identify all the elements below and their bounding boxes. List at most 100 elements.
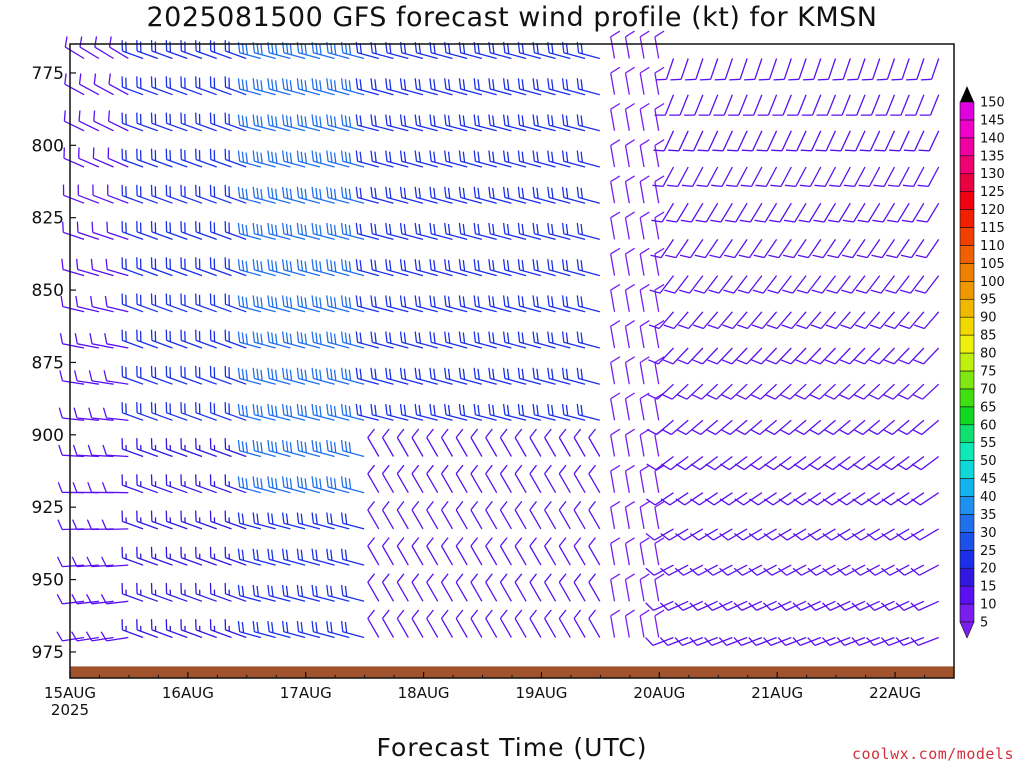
wind-barb [689,528,719,541]
wind-barb [679,239,704,259]
wind-barb [440,428,454,457]
wind-barb [72,519,99,531]
wind-barb [370,78,394,96]
wind-barb [529,573,542,602]
wind-barb [832,58,851,81]
wind-barb [150,221,173,241]
wind-barb [712,130,733,152]
wind-barb [639,247,650,276]
wind-barb [911,492,940,506]
wind-barb [355,150,379,168]
wind-barb [765,383,792,400]
wind-barb [64,73,85,96]
wind-barb [697,130,719,152]
wind-barb [561,78,586,96]
wind-barb [121,546,144,566]
wind-barb [896,455,925,471]
wind-barb [180,76,203,96]
wind-barb [639,501,650,530]
colorbar-segment [959,370,975,390]
wind-barb [252,78,276,96]
wind-barb [735,419,763,436]
wind-barb [917,166,940,188]
wind-barb [75,295,100,313]
wind-barb [367,500,380,530]
wind-barb [150,76,173,96]
credit-link[interactable]: coolwx.com/models [851,745,1014,763]
wind-barb [165,365,188,385]
wind-barb [610,501,621,530]
wind-barb [883,347,910,365]
wind-barb [896,492,925,506]
wind-barb [576,259,600,277]
wind-barb [340,150,365,168]
wind-barb [573,464,586,494]
wind-barb [136,40,159,60]
wind-barb [485,464,498,494]
wind-barb [800,130,822,152]
wind-barb [639,609,650,638]
wind-barb [165,474,188,494]
wind-barb [610,102,621,131]
wind-barb [766,311,792,330]
wind-barb [136,112,159,132]
wind-barb [576,403,600,421]
wind-barb [237,476,262,494]
wind-barb [121,257,144,277]
wind-barb [136,510,159,530]
wind-barb [426,573,439,602]
wind-barb [499,573,512,602]
wind-barb [180,438,203,458]
wind-barb [121,40,144,60]
wind-barb [752,275,778,294]
wind-barb [414,114,438,132]
wind-barb [756,130,778,152]
wind-barb [792,528,822,541]
wind-barb [92,184,114,204]
wind-barb [473,367,497,385]
wind-barb [237,259,262,277]
colorbar-tick-label: 125 [980,185,1005,200]
wind-barb [311,222,335,241]
wind-barb [653,130,675,152]
wind-barb [662,347,689,365]
wind-barb [370,114,394,132]
wind-barb [856,239,881,259]
wind-barb [267,186,291,204]
wind-barb [714,58,734,81]
wind-barb [664,275,689,294]
wind-barb [488,222,512,241]
wind-barb [499,428,512,457]
x-tick-label: 15AUG [44,684,96,702]
wind-barb [121,184,144,204]
x-tick-label: 20AUG [633,684,685,702]
colorbar-tick-label: 150 [980,96,1005,111]
wind-barb [165,582,188,602]
wind-barb [869,347,895,365]
wind-barb [311,621,335,639]
wind-barb [355,259,379,277]
wind-barb [610,609,621,638]
x-tick-label: 16AUG [162,684,214,702]
wind-barb [558,464,571,494]
wind-barb [180,402,203,421]
wind-barb [639,175,650,204]
wind-barb [654,94,675,116]
wind-barb [121,510,144,530]
wind-barb [150,40,173,60]
wind-barb [573,573,586,602]
colorbar-segment [959,245,975,264]
wind-barb [843,166,866,188]
wind-barb [610,66,621,95]
wind-barb [370,367,394,385]
colorbar-tick-label: 80 [980,347,997,362]
wind-barb [779,419,807,436]
wind-barb [252,403,276,421]
wind-barb [381,500,395,530]
wind-barb [252,621,276,639]
wind-barb [726,166,748,188]
colorbar-segment [959,603,975,623]
wind-barb [891,58,910,81]
wind-barb [455,428,468,457]
colorbar-tick-label: 25 [980,544,997,559]
